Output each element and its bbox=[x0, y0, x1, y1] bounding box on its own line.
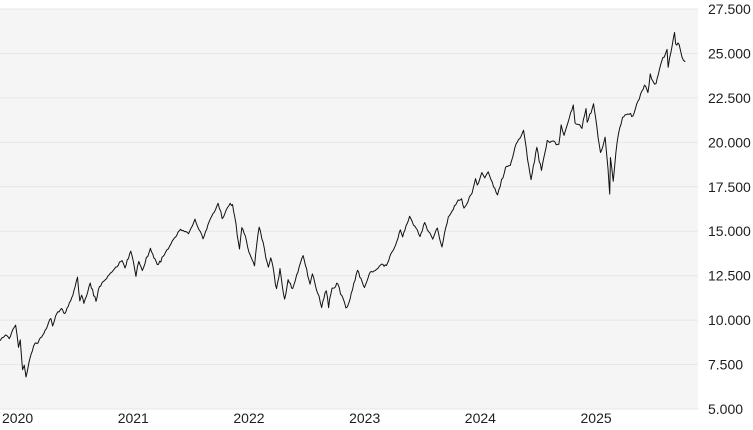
y-axis-label: 12.500 bbox=[708, 268, 751, 284]
y-axis-label: 17.500 bbox=[708, 179, 751, 195]
y-axis-label: 25.000 bbox=[708, 45, 751, 61]
y-axis-label: 10.000 bbox=[708, 312, 751, 328]
x-axis-label: 2023 bbox=[349, 410, 380, 426]
y-axis-label: 27.500 bbox=[708, 1, 751, 17]
plot-background bbox=[0, 9, 698, 409]
x-axis-label: 2021 bbox=[118, 410, 149, 426]
price-line bbox=[0, 31, 686, 378]
x-axis-label: 2020 bbox=[2, 410, 33, 426]
x-axis-label: 2024 bbox=[465, 410, 496, 426]
y-axis-label: 5.000 bbox=[708, 401, 743, 417]
y-axis-label: 22.500 bbox=[708, 90, 751, 106]
x-axis-label: 2025 bbox=[581, 410, 612, 426]
y-axis-label: 15.000 bbox=[708, 223, 751, 239]
x-axis-label: 2022 bbox=[233, 410, 264, 426]
y-axis-label: 20.000 bbox=[708, 134, 751, 150]
y-axis-label: 7.500 bbox=[708, 357, 743, 373]
